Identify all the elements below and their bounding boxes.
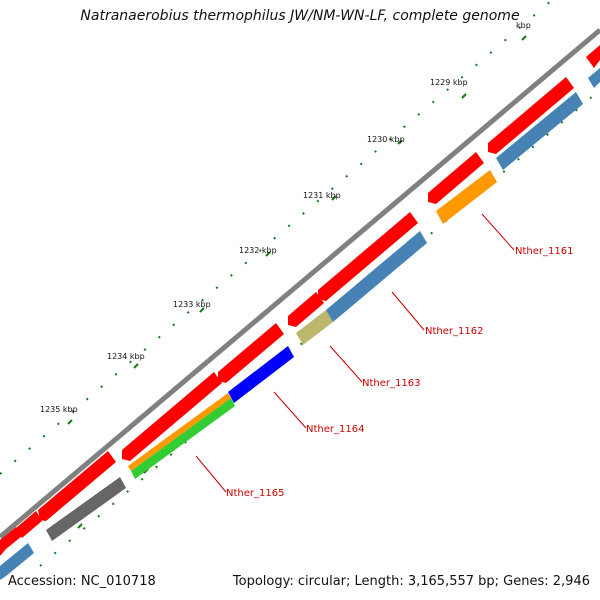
gene-label[interactable]: Nther_1165 (226, 488, 284, 499)
cds-arrow[interactable] (318, 212, 418, 301)
gene-label[interactable]: Nther_1164 (306, 424, 364, 435)
tick-label: 1234 kbp (107, 352, 145, 361)
cds-arrow[interactable] (218, 323, 284, 383)
cds-arrow[interactable] (0, 527, 22, 556)
gene-label[interactable]: Nther_1161 (515, 246, 573, 257)
minor-tick-ring (0, 0, 553, 475)
track-steel[interactable] (0, 543, 34, 580)
tick-label: 1229 kbp (430, 78, 468, 87)
tick-label: 1235 kbp (40, 405, 78, 414)
tick-label: 1230 kbp (367, 135, 405, 144)
feature-tracks (0, 68, 600, 580)
track-khaki[interactable] (296, 310, 333, 345)
cds-arrow[interactable] (488, 77, 574, 154)
gene-label[interactable]: Nther_1162 (425, 326, 483, 337)
cds-arrow[interactable] (428, 152, 484, 204)
track-steel[interactable] (588, 68, 600, 88)
cds-arrow[interactable] (16, 511, 42, 538)
track-steel[interactable] (496, 92, 583, 170)
track-orange[interactable] (436, 170, 497, 224)
gene-leader-lines (195, 213, 515, 493)
track-steel[interactable] (326, 231, 427, 322)
cds-arrow[interactable] (122, 372, 222, 461)
cds-arrow[interactable] (38, 451, 116, 521)
cds-arrow[interactable] (586, 45, 600, 68)
tick-label: 1232 kbp (239, 246, 277, 255)
gene-label[interactable]: Nther_1163 (362, 378, 420, 389)
track-green[interactable] (131, 398, 235, 479)
track-orange[interactable] (128, 393, 231, 471)
genome-summary: Topology: circular; Length: 3,165,557 bp… (232, 574, 590, 589)
genome-backbone (0, 28, 600, 539)
major-ticks-outer (67, 35, 527, 425)
tick-label: 1231 kbp (303, 191, 341, 200)
track-blue[interactable] (228, 346, 294, 403)
cds-forward-track (0, 45, 600, 556)
cds-arrow[interactable] (288, 292, 324, 327)
tick-label: kbp (516, 21, 531, 30)
map-title: Natranaerobius thermophilus JW/NM-WN-LF,… (80, 8, 520, 24)
tick-label: 1233 kbp (173, 300, 211, 309)
accession-text: Accession: NC_010718 (8, 574, 156, 589)
track-gray[interactable] (46, 477, 126, 541)
